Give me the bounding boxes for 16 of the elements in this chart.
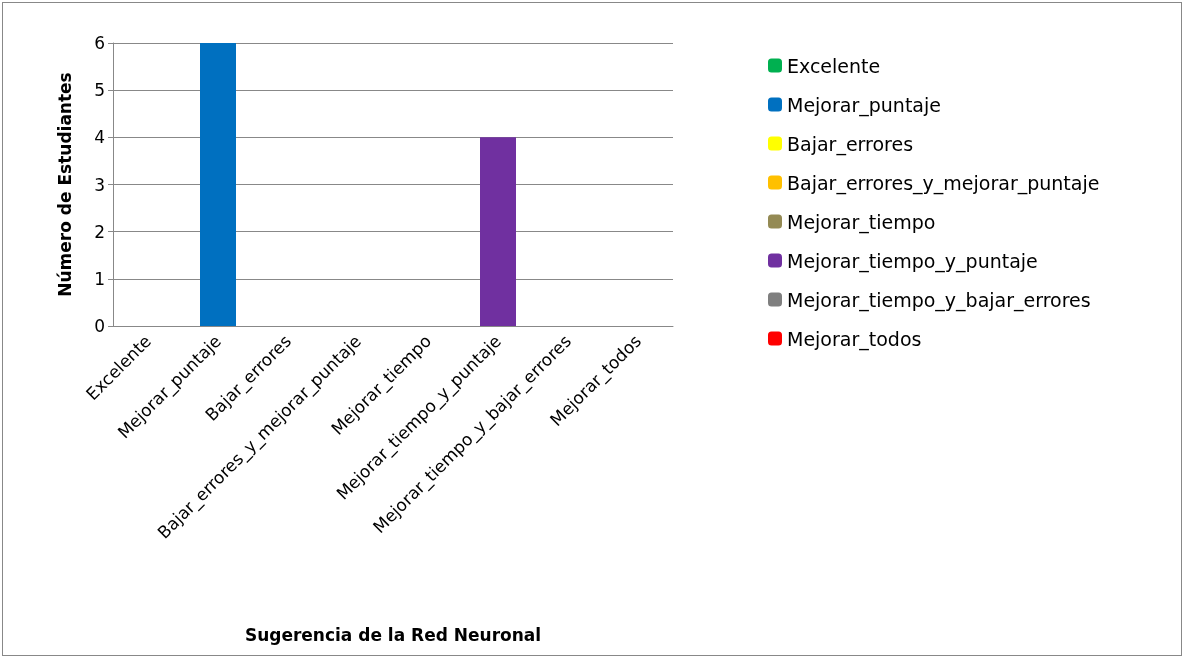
- y-tick-label: 1: [94, 268, 105, 289]
- y-tick-label: 5: [94, 80, 105, 101]
- y-tick-label: 3: [94, 174, 105, 195]
- legend-label: Mejorar_tiempo_y_puntaje: [787, 249, 1038, 273]
- y-tick-label: 6: [94, 33, 105, 53]
- y-tick-label: 2: [94, 221, 105, 242]
- legend-label: Excelente: [787, 54, 881, 77]
- legend-label: Bajar_errores: [787, 132, 914, 156]
- legend-label: Mejorar_tiempo_y_bajar_errores: [787, 288, 1091, 312]
- legend-label: Mejorar_puntaje: [787, 93, 941, 117]
- y-tick-label: 0: [94, 316, 105, 336]
- y-tick-label: 4: [94, 127, 105, 148]
- legend-label: Bajar_errores_y_mejorar_puntaje: [787, 171, 1100, 195]
- legend-label: Mejorar_tiempo: [787, 210, 936, 234]
- y-axis-title: Número de Estudiantes: [54, 72, 75, 297]
- x-axis-title: Sugerencia de la Red Neuronal: [244, 624, 542, 645]
